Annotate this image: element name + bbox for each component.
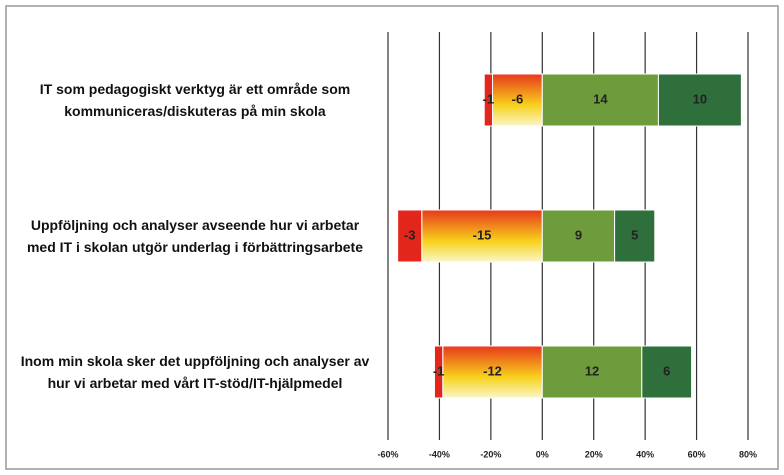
bar-segment: [541, 345, 643, 399]
bar-segment: [483, 73, 494, 127]
x-tick-label: 0%: [536, 449, 549, 459]
bar-segment: [397, 209, 423, 263]
x-tick-label: 20%: [585, 449, 603, 459]
x-tick-label: 80%: [739, 449, 757, 459]
x-tick-label: 40%: [636, 449, 654, 459]
bar-segment: [433, 345, 444, 399]
x-tick-label: 60%: [688, 449, 706, 459]
bar-segment: [492, 73, 543, 127]
value-label: 6: [663, 363, 670, 378]
value-label: -3: [404, 227, 416, 242]
x-tick-label: -60%: [377, 449, 398, 459]
value-label: -6: [512, 91, 524, 106]
frame: [5, 5, 779, 470]
bar-segment: [614, 209, 656, 263]
value-label: 12: [585, 363, 599, 378]
value-label: 14: [593, 91, 608, 106]
value-label: 9: [575, 227, 582, 242]
value-label: -12: [483, 363, 502, 378]
x-tick-label: -40%: [429, 449, 450, 459]
category-label: Inom min skola sker det uppföljning och …: [20, 353, 370, 391]
value-label: 10: [693, 91, 707, 106]
category-label: IT som pedagogiskt verktyg är ett område…: [39, 81, 351, 119]
bar-segment: [442, 345, 543, 399]
value-label: 5: [631, 227, 638, 242]
value-label: -15: [473, 227, 492, 242]
x-tick-label: -20%: [480, 449, 501, 459]
value-label: -1: [433, 363, 445, 378]
bar-segment: [657, 73, 742, 127]
value-label: -1: [483, 91, 495, 106]
bar-segment: [421, 209, 543, 263]
bar-segment: [541, 73, 659, 127]
bar-segment: [641, 345, 693, 399]
category-label: Uppföljning och analyser avseende hur vi…: [26, 217, 364, 255]
